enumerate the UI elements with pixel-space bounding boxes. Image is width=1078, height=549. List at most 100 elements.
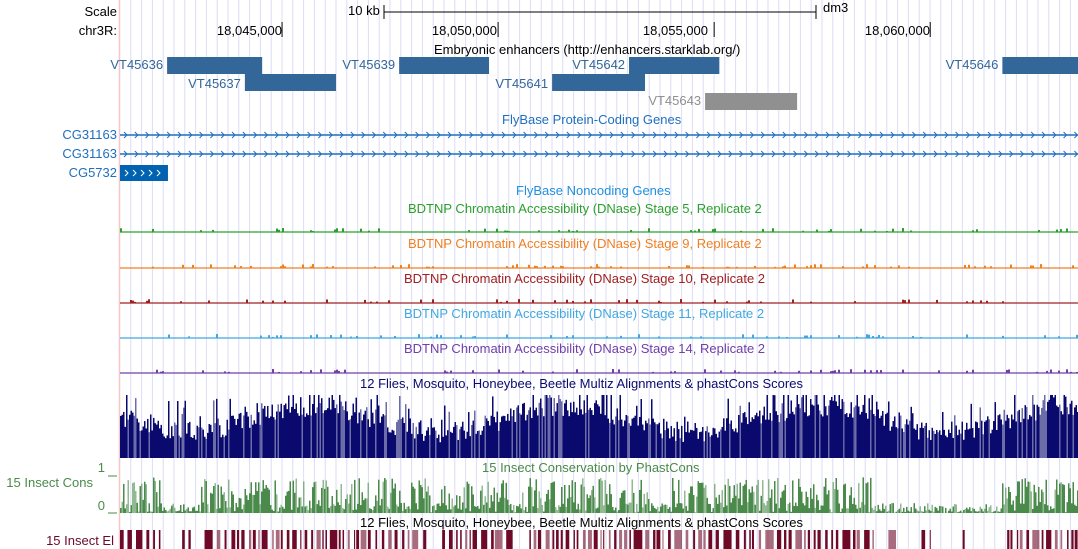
multiz-bar	[742, 413, 744, 458]
strand-arrow	[523, 131, 528, 139]
enhancer-label[interactable]: VT45646	[945, 57, 999, 72]
multiz-bar	[471, 425, 473, 458]
elements-track-title[interactable]: 12 Flies, Mosquito, Honeybee, Beetle Mul…	[360, 515, 803, 530]
conserved-element	[1071, 530, 1074, 549]
multiz-bar	[576, 407, 578, 458]
multiz-bar	[783, 395, 785, 458]
cons-bar	[333, 504, 335, 513]
conserved-element	[231, 530, 236, 549]
cons-track-label[interactable]: 15 Insect Cons	[6, 475, 93, 490]
multiz-bar	[543, 416, 545, 458]
cons-bar	[271, 509, 273, 513]
cons-bar	[567, 498, 569, 513]
cons-bar	[664, 504, 666, 513]
multiz-bar	[772, 395, 774, 458]
gene-label-cg31163[interactable]: CG31163	[62, 146, 117, 161]
strand-arrow	[858, 131, 863, 139]
conserved-element	[347, 530, 350, 549]
multiz-bar	[652, 418, 654, 458]
multiz-bar	[1057, 407, 1059, 458]
enhancer-VT45641	[552, 74, 646, 91]
strand-arrow	[868, 131, 873, 139]
cons-bar	[909, 511, 911, 513]
dnase-peak	[910, 230, 912, 232]
conserved-element	[552, 530, 555, 549]
dnase-stage5-title[interactable]: BDTNP Chromatin Accessibility (DNase) St…	[408, 201, 762, 216]
multiz-track-title[interactable]: 12 Flies, Mosquito, Honeybee, Beetle Mul…	[360, 376, 803, 391]
multiz-bar	[369, 426, 371, 458]
strand-arrow	[598, 131, 603, 139]
multiz-bar	[421, 434, 423, 458]
multiz-bar	[996, 429, 998, 458]
multiz-bar	[556, 403, 558, 458]
strand-arrow	[544, 150, 549, 158]
conserved-element	[338, 530, 341, 549]
dnase-peak	[162, 371, 164, 373]
strand-arrow	[760, 131, 765, 139]
dnase-peak	[374, 266, 376, 268]
dnase-stage9-title[interactable]: BDTNP Chromatin Accessibility (DNase) St…	[408, 236, 762, 251]
dnase-peak	[810, 335, 812, 338]
dnase-stage10-title[interactable]: BDTNP Chromatin Accessibility (DNase) St…	[404, 271, 766, 286]
multiz-bar	[1024, 405, 1026, 458]
multiz-bar	[130, 410, 132, 458]
cons-track-title[interactable]: 15 Insect Conservation by PhastCons	[482, 460, 700, 475]
multiz-bar	[312, 403, 314, 458]
multiz-bar	[633, 417, 635, 458]
enhancer-label[interactable]: VT45643	[648, 93, 702, 108]
dnase-stage14-title[interactable]: BDTNP Chromatin Accessibility (DNase) St…	[404, 341, 766, 356]
enhancers-track-title[interactable]: Embryonic enhancers (http://enhancers.st…	[434, 42, 741, 57]
cons-bar	[724, 484, 726, 513]
cons-bar	[406, 506, 408, 513]
cons-bar	[220, 486, 222, 513]
multiz-bar	[661, 438, 663, 458]
cons-bar	[753, 491, 755, 513]
dnase-peak	[1060, 229, 1062, 232]
multiz-bar	[235, 424, 237, 458]
cons-bar	[234, 511, 236, 513]
cons-bar	[493, 487, 495, 513]
dnase-stage11-title[interactable]: BDTNP Chromatin Accessibility (DNase) St…	[404, 306, 765, 321]
dnase-peak	[738, 371, 740, 373]
enhancer-label[interactable]: VT45639	[342, 57, 396, 72]
cons-bar	[810, 488, 812, 513]
gene-label-cg31163[interactable]: CG31163	[62, 127, 117, 142]
dnase-peak	[500, 301, 502, 303]
cons-bar	[768, 479, 770, 513]
enhancer-label[interactable]: VT45641	[495, 76, 549, 91]
cons-bar	[496, 492, 498, 513]
multiz-bar	[508, 420, 510, 458]
multiz-bar	[441, 419, 443, 458]
multiz-bar	[432, 427, 434, 458]
cons-bar	[463, 487, 465, 513]
strand-arrow	[814, 131, 819, 139]
dnase-peak	[340, 334, 342, 338]
gene-label-cg5732[interactable]: CG5732	[68, 165, 117, 180]
multiz-bar	[519, 413, 521, 458]
cons-bar	[1047, 505, 1049, 513]
elements-track-label[interactable]: 15 Insect El	[46, 533, 114, 548]
strand-arrow	[847, 150, 852, 158]
multiz-bar	[228, 429, 230, 458]
noncoding-track-title[interactable]: FlyBase Noncoding Genes	[516, 183, 671, 198]
cons-bar	[672, 477, 674, 513]
multiz-bar	[259, 424, 261, 458]
cons-bar	[583, 486, 585, 513]
multiz-bar	[492, 396, 494, 458]
multiz-bar	[786, 418, 788, 458]
enhancer-label[interactable]: VT45636	[110, 57, 164, 72]
cons-bar	[561, 486, 563, 513]
enhancer-label[interactable]: VT45637	[188, 76, 241, 91]
enhancer-label[interactable]: VT45642	[572, 57, 626, 72]
multiz-bar	[570, 402, 572, 458]
dnase-peak	[1044, 335, 1046, 338]
multiz-bar	[183, 407, 185, 458]
multiz-bar	[748, 402, 750, 458]
cons-bar	[666, 504, 668, 513]
cons-bar	[805, 491, 807, 513]
multiz-bar	[334, 408, 336, 458]
multiz-bar	[136, 418, 138, 458]
genes-track-title[interactable]: FlyBase Protein-Coding Genes	[502, 112, 682, 127]
